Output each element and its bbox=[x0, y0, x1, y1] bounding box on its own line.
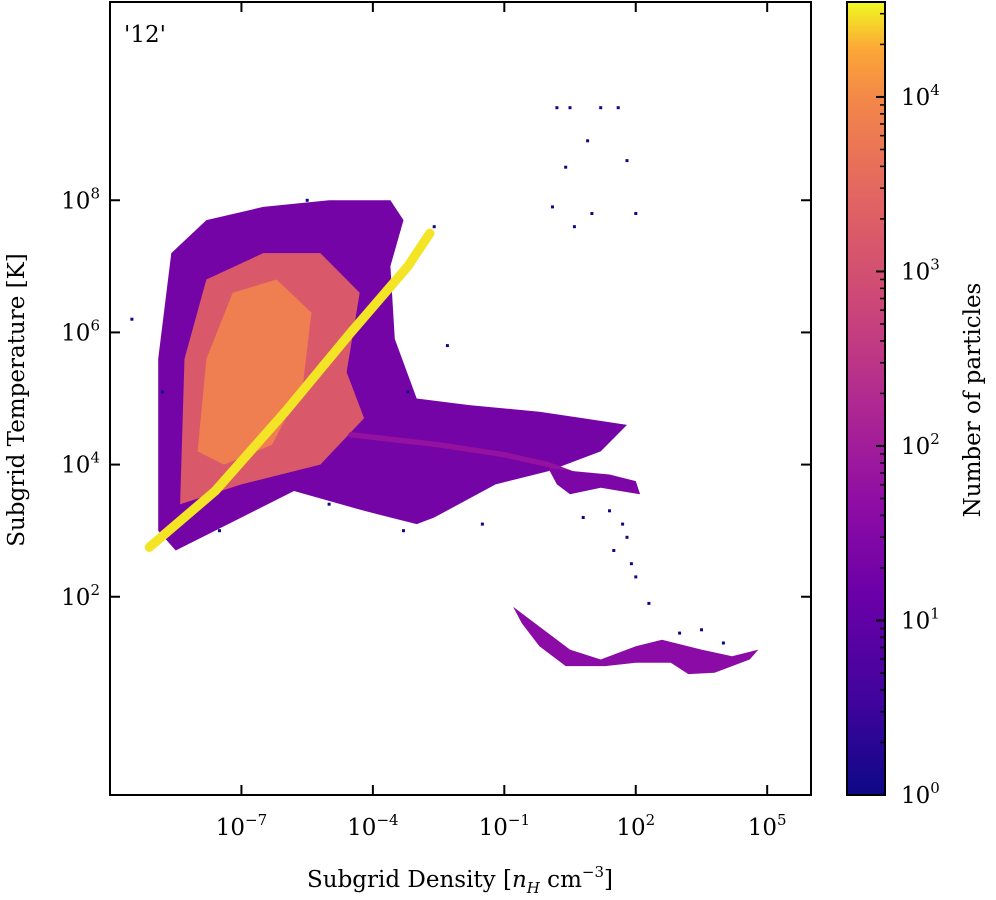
heatmap-region-cold-tail bbox=[513, 606, 759, 675]
x-tick-label: 10−4 bbox=[347, 811, 398, 841]
heatmap-ridge-cooling-track bbox=[348, 432, 578, 478]
y-axis-label: Subgrid Temperature [K] bbox=[4, 253, 30, 547]
colorbar-ticks: 100 101 102 103 104 bbox=[876, 12, 940, 809]
colorbar-tick-label: 100 bbox=[901, 779, 940, 809]
x-tick-label: 105 bbox=[748, 811, 787, 841]
heatmap-sparse-bin bbox=[616, 106, 620, 110]
heatmap-sparse-bin bbox=[305, 198, 309, 202]
heatmap-sparse-bin bbox=[564, 165, 568, 169]
x-tick-label: 102 bbox=[616, 811, 655, 841]
heatmap-sparse-bin bbox=[586, 139, 590, 143]
x-tick-label: 10−7 bbox=[216, 811, 267, 841]
y-axis-ticks: 102 104 106 108 bbox=[61, 184, 811, 611]
heatmap-region-dense-branch bbox=[548, 467, 641, 495]
heatmap-sparse-bin bbox=[700, 628, 703, 632]
y-tick-label: 106 bbox=[61, 316, 100, 346]
heatmap-sparse-bin bbox=[612, 549, 616, 552]
x-axis-ticks: 10−7 10−4 10−1 102 105 bbox=[216, 2, 787, 841]
colorbar-tick-label: 104 bbox=[901, 81, 940, 111]
heatmap-sparse-bin bbox=[568, 106, 572, 110]
colorbar-label: Number of particles bbox=[960, 283, 986, 518]
heatmap-sparse-bin bbox=[621, 522, 625, 526]
y-tick-label: 108 bbox=[61, 184, 100, 214]
heatmap-sparse-bin bbox=[218, 529, 221, 533]
colorbar-tick-label: 103 bbox=[901, 255, 940, 285]
colorbar-tick-label: 101 bbox=[901, 604, 940, 634]
heatmap-sparse-bin bbox=[445, 344, 449, 348]
heatmap-sparse-bin bbox=[480, 522, 484, 526]
x-tick-label: 10−1 bbox=[479, 811, 530, 841]
heatmap-sparse-bin bbox=[402, 529, 405, 533]
heatmap-sparse-bin bbox=[161, 390, 165, 394]
heatmap-layer bbox=[130, 106, 759, 675]
x-axis-label: Subgrid Density [nH cm−3] bbox=[307, 863, 613, 897]
colorbar-tick-label: 102 bbox=[901, 430, 940, 460]
y-tick-label: 102 bbox=[61, 581, 100, 611]
panel-annotation: '12' bbox=[124, 22, 166, 48]
heatmap-sparse-bin bbox=[590, 212, 594, 215]
y-tick-label: 104 bbox=[61, 449, 100, 479]
heatmap-sparse-bin bbox=[608, 509, 611, 513]
heatmap-sparse-bin bbox=[678, 631, 682, 635]
heatmap-sparse-bin bbox=[432, 225, 436, 229]
heatmap-sparse-bin bbox=[130, 317, 134, 321]
heatmap-sparse-bin bbox=[406, 390, 410, 394]
heatmap-sparse-bin bbox=[581, 516, 585, 519]
heatmap-sparse-bin bbox=[634, 575, 638, 579]
heatmap-sparse-bin bbox=[327, 502, 331, 506]
plot-frame bbox=[109, 1, 812, 796]
heatmap-sparse-bin bbox=[634, 212, 638, 215]
heatmap-sparse-bin bbox=[625, 159, 629, 163]
colorbar-frame bbox=[846, 1, 886, 796]
heatmap-sparse-bin bbox=[721, 641, 725, 645]
heatmap-sparse-bin bbox=[551, 205, 554, 209]
colorbar: 100 101 102 103 104 Number of particles bbox=[846, 1, 986, 809]
heatmap-sparse-bin bbox=[625, 535, 629, 539]
heatmap-sparse-bin bbox=[572, 225, 576, 229]
heatmap-ridge-adiabat bbox=[144, 228, 435, 552]
heatmap-sparse-bin bbox=[555, 106, 559, 110]
plot-area: 10−7 10−4 10−1 102 105 102 104 106 108 '12' bbox=[61, 1, 812, 841]
colorbar-gradient bbox=[847, 2, 885, 795]
heatmap-sparse-bin bbox=[629, 562, 633, 566]
heatmap-sparse-bin bbox=[599, 106, 603, 110]
heatmap-sparse-bin bbox=[647, 601, 651, 605]
